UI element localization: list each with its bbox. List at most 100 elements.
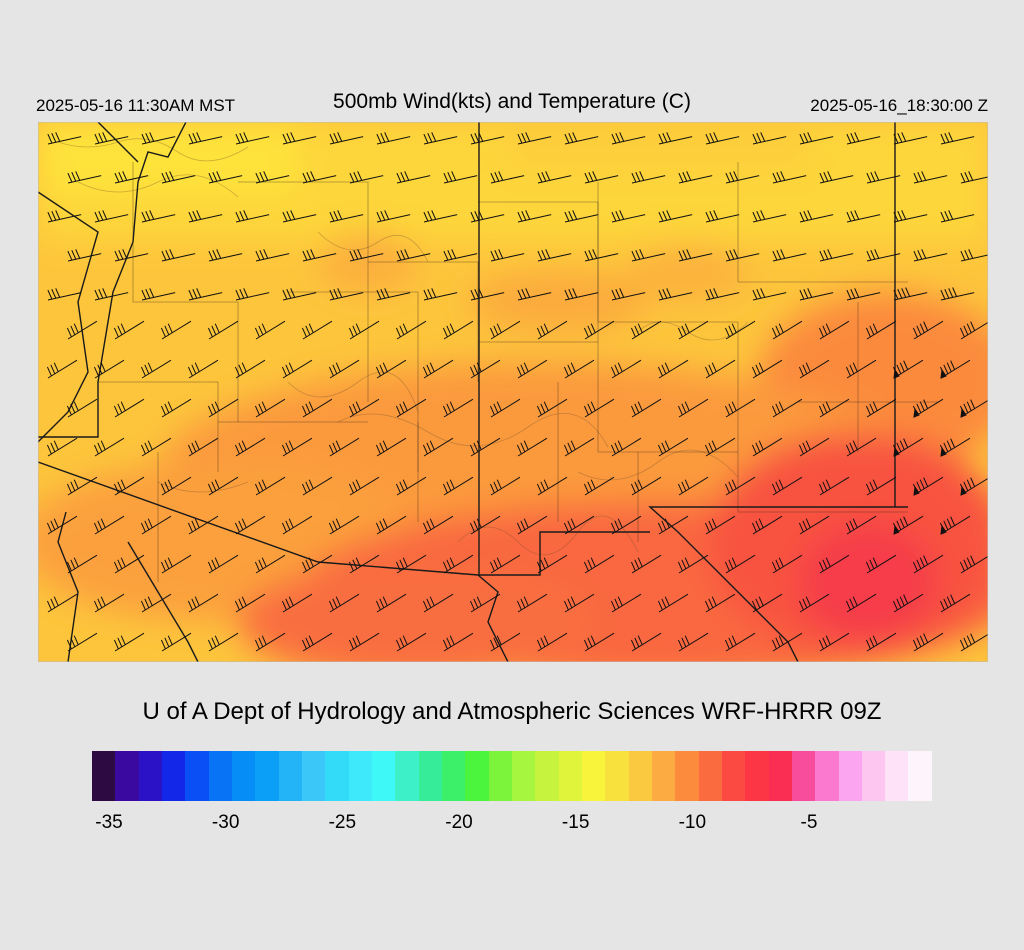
wind-barb <box>282 292 317 301</box>
wind-barb-feather <box>802 364 808 375</box>
wind-barb-feather <box>525 132 531 142</box>
wind-barb-feather <box>572 132 578 142</box>
wind-barb-feather <box>919 401 925 411</box>
wind-barb <box>114 632 145 652</box>
wind-barb-feather <box>211 403 217 414</box>
wind-barb-feather <box>869 559 875 570</box>
wind-barb <box>282 214 317 223</box>
wind-barb <box>866 398 897 418</box>
wind-barb-feather <box>567 442 573 453</box>
wind-barb <box>631 175 666 184</box>
wind-barb <box>376 292 411 301</box>
wind-barb <box>819 476 850 496</box>
wind-barb-feather <box>760 210 766 220</box>
wind-barb-feather <box>431 288 437 298</box>
wind-barb-feather <box>970 321 976 331</box>
wind-barb-feather <box>684 401 690 411</box>
wind-barb-feather <box>216 249 222 259</box>
wind-barb-feather <box>516 600 522 611</box>
wind-barb-feather <box>631 172 637 183</box>
wind-barb-feather <box>827 171 833 181</box>
wind-barb-feather <box>402 323 408 333</box>
wind-barb-feather <box>93 522 99 533</box>
wind-barb-pennant <box>893 446 900 457</box>
wind-barb <box>584 398 615 418</box>
wind-barb-feather <box>376 211 382 222</box>
wind-barb-feather <box>427 289 433 299</box>
wind-barb-feather <box>97 364 103 375</box>
wind-barb-feather <box>536 327 542 338</box>
wind-barb-feather <box>896 364 902 375</box>
colorbar-swatch <box>92 751 116 801</box>
wind-barb-feather <box>733 249 739 259</box>
wind-barb-feather <box>357 249 363 259</box>
wind-barb-feather <box>545 171 551 181</box>
wind-barb <box>443 476 474 496</box>
wind-barb-feather <box>259 250 265 260</box>
wind-barb-feather <box>970 399 976 409</box>
wind-barb-feather <box>442 561 448 572</box>
wind-barb-feather <box>97 442 103 453</box>
wind-barb-feather <box>167 557 173 567</box>
wind-barb <box>517 593 548 613</box>
wind-barb <box>188 437 219 457</box>
wind-barb-feather <box>70 481 76 492</box>
wind-barb-feather <box>243 210 249 220</box>
wind-barb-feather <box>426 364 432 375</box>
wind-barb <box>658 515 689 535</box>
wind-barb-feather <box>865 561 871 572</box>
wind-barb-feather <box>47 133 53 144</box>
wind-barb-feather <box>846 211 852 222</box>
wind-barb-feather <box>285 364 291 375</box>
wind-barb-feather <box>919 323 925 333</box>
wind-barb <box>866 632 897 652</box>
wind-barb-feather <box>196 210 202 220</box>
wind-barb <box>846 437 877 457</box>
wind-barb-feather <box>850 133 856 143</box>
wind-barb <box>188 292 223 301</box>
wind-barb-feather <box>950 594 956 604</box>
wind-barb-feather <box>192 211 198 221</box>
wind-barb-feather <box>46 444 52 455</box>
wind-barb-feather <box>865 483 871 494</box>
wind-barb <box>772 398 803 418</box>
wind-barb-feather <box>489 639 495 650</box>
wind-barb-feather <box>752 211 758 222</box>
wind-barb <box>208 476 239 496</box>
wind-barb-feather <box>917 172 923 182</box>
wind-barb <box>188 515 219 535</box>
wind-barb-feather <box>490 172 496 183</box>
wind-barb-feather <box>731 323 737 333</box>
wind-barb-feather <box>775 559 781 570</box>
wind-barb-feather <box>73 635 79 645</box>
colorbar-swatch <box>605 751 629 801</box>
wind-barb-feather <box>493 325 499 336</box>
wind-barb-feather <box>66 483 72 494</box>
wind-barb-feather <box>713 132 719 142</box>
wind-barb <box>94 515 125 535</box>
wind-barb-feather <box>100 362 106 372</box>
wind-barb-feather <box>778 479 784 489</box>
wind-barb-feather <box>281 600 287 611</box>
wind-barb-feather <box>164 637 170 648</box>
wind-barb-feather <box>305 481 311 492</box>
wind-barb-feather <box>827 249 833 259</box>
wind-barb-feather <box>775 637 781 648</box>
wind-barb <box>658 214 693 223</box>
wind-barb-feather <box>966 323 972 333</box>
wind-barb-feather <box>308 479 314 489</box>
wind-barb-feather <box>404 171 410 181</box>
wind-barb-feather <box>775 403 781 414</box>
wind-barb-feather <box>167 323 173 333</box>
wind-barb-feather <box>426 520 432 531</box>
wind-barb-feather <box>161 250 167 261</box>
wind-barb-feather <box>666 132 672 142</box>
wind-barb <box>705 437 736 457</box>
wind-barb-feather <box>619 132 625 142</box>
wind-barb-feather <box>724 483 730 494</box>
wind-barb-feather <box>451 171 457 181</box>
wind-barb-feather <box>798 522 804 533</box>
wind-barb <box>799 136 834 145</box>
wind-barb-feather <box>713 288 719 298</box>
wind-barb-feather <box>923 477 929 487</box>
